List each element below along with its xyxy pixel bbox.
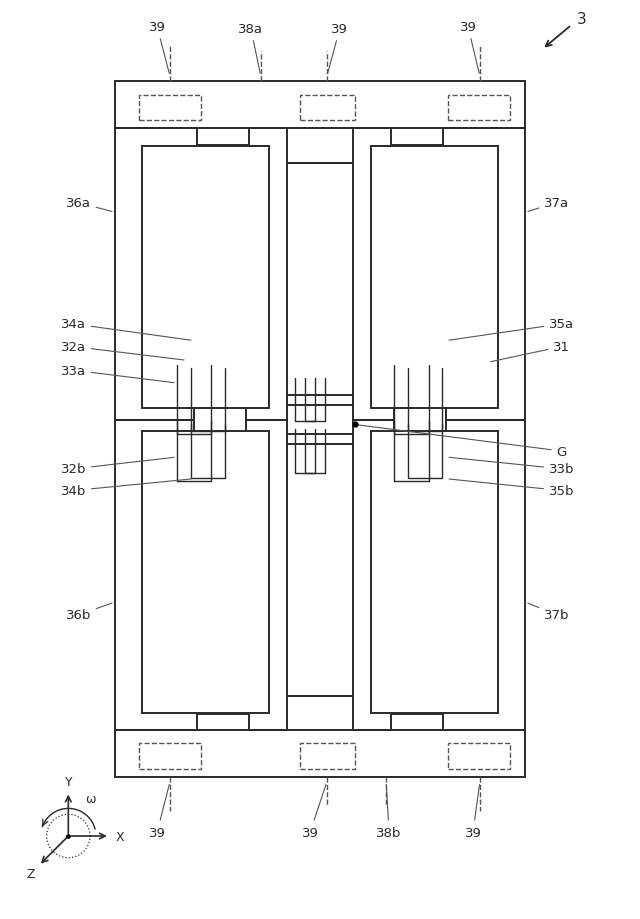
Text: 35a: 35a: [449, 318, 574, 341]
Bar: [300, 743, 355, 769]
Text: ω: ω: [84, 792, 95, 805]
Text: 33b: 33b: [449, 458, 575, 476]
Text: 36a: 36a: [66, 197, 112, 212]
Text: 37b: 37b: [528, 604, 570, 622]
Bar: [140, 743, 200, 769]
Bar: [448, 743, 509, 769]
Text: 34a: 34a: [61, 318, 191, 341]
Text: 38a: 38a: [239, 23, 264, 74]
Text: 39: 39: [148, 785, 170, 839]
Bar: [140, 96, 200, 121]
Text: 3: 3: [577, 12, 586, 28]
Text: X: X: [115, 830, 124, 843]
Text: 37a: 37a: [528, 197, 570, 212]
Text: 39: 39: [148, 21, 170, 74]
Text: 38b: 38b: [376, 785, 402, 839]
Text: Y: Y: [65, 776, 72, 789]
Text: 39: 39: [465, 785, 481, 839]
Text: 33a: 33a: [61, 364, 174, 383]
Text: 32b: 32b: [61, 458, 174, 476]
Bar: [300, 96, 355, 121]
Bar: [448, 96, 509, 121]
Text: 32a: 32a: [61, 341, 184, 360]
Text: 34b: 34b: [61, 480, 191, 497]
Text: 39: 39: [328, 23, 348, 74]
Text: 31: 31: [490, 341, 570, 362]
Text: 39: 39: [301, 785, 326, 839]
Text: 36b: 36b: [65, 604, 112, 622]
Text: 39: 39: [460, 21, 479, 74]
Text: 35b: 35b: [449, 480, 575, 497]
Text: G: G: [357, 425, 567, 458]
Text: Z: Z: [27, 868, 35, 880]
